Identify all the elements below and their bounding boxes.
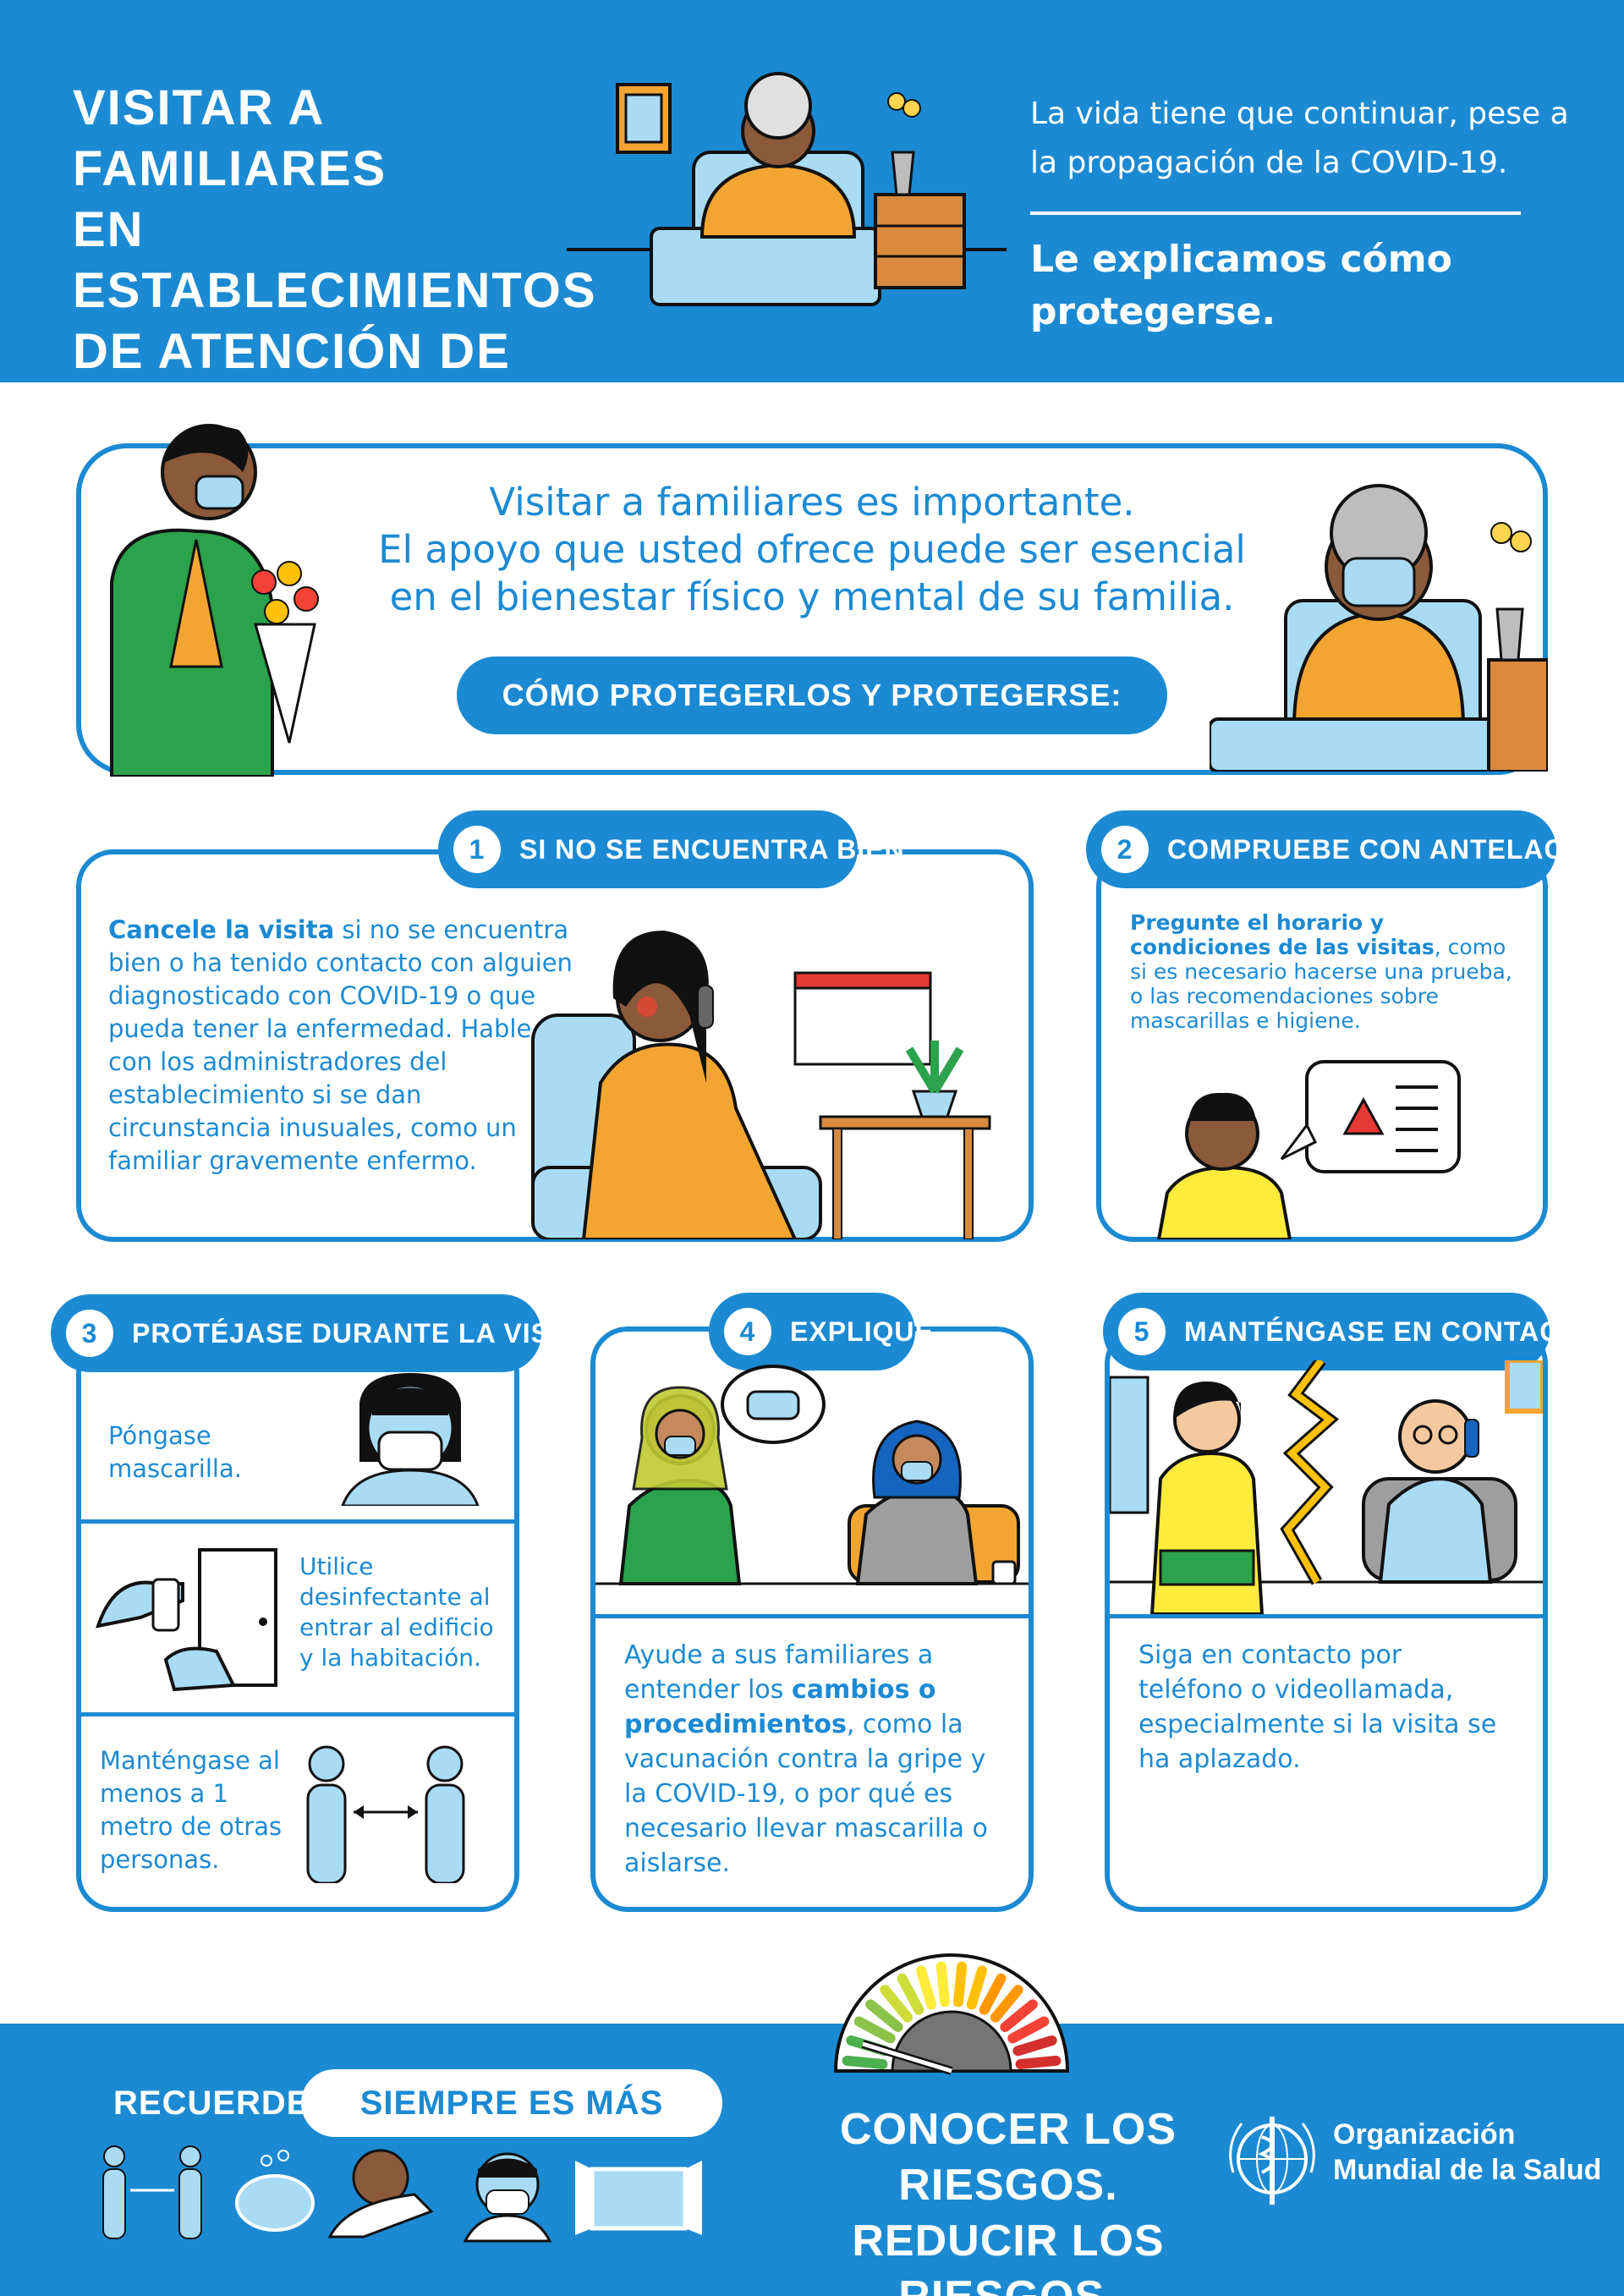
step-4-text: Ayude a sus familiares a entender los ca… <box>624 1638 1013 1881</box>
gauge-tick <box>880 1985 913 2023</box>
gauge-tick <box>1012 2035 1057 2057</box>
step-1-bold: Cancele la visita <box>108 915 335 944</box>
who-name: Organización Mundial de la Salud <box>1333 2117 1601 2188</box>
step-1-text: Cancele la visita si no se encuentra bie… <box>108 914 573 1178</box>
gauge-tick <box>953 1961 968 2008</box>
explaining-to-family-illustration <box>595 1365 1029 1585</box>
elderly-in-bed-illustration <box>567 72 1007 306</box>
step-3-divider <box>76 1519 519 1524</box>
step-4-header-pill: 4 EXPLIQUE <box>709 1293 933 1370</box>
slogan-line: REDUCIR LOS RIESGOS. <box>852 2216 1165 2296</box>
handwash-icon <box>235 2150 315 2232</box>
gauge-tick <box>1007 2016 1050 2044</box>
title-line: VISITAR A FAMILIARES <box>73 80 387 196</box>
gauge-tick <box>990 1985 1023 2023</box>
gauge-tick <box>935 1961 950 2008</box>
gauge-tick <box>897 1973 924 2015</box>
step-title: PROTÉJASE DURANTE LA VISITA <box>132 1318 595 1348</box>
step-number: 3 <box>66 1310 113 1357</box>
always-safer-pill: SIEMPRE ES MÁS SEGURO <box>301 2069 722 2189</box>
intro-line: El apoyo que usted ofrece puede ser esen… <box>378 527 1246 572</box>
step-2-bold: Pregunte el horario y condiciones de las… <box>1130 910 1435 959</box>
gauge-tick <box>1015 2055 1062 2069</box>
who-name-line: Organización <box>1333 2118 1516 2150</box>
cough-elbow-icon <box>327 2149 434 2238</box>
step-4-divider <box>590 1614 1034 1618</box>
intro-line: en el bienestar físico y mental de su fa… <box>389 574 1235 619</box>
step-number: 2 <box>1101 826 1149 873</box>
step-5-text: Siga en contacto por teléfono o videolla… <box>1138 1640 1497 1774</box>
mask-icon <box>463 2152 552 2243</box>
step-number: 4 <box>724 1308 771 1355</box>
step-4-body: , como la vacunación contra la gripe y l… <box>624 1710 988 1878</box>
step-number: 1 <box>453 826 501 873</box>
step-5-divider <box>1105 1614 1548 1618</box>
phone-call-checklist-illustration <box>1156 1060 1461 1239</box>
mask-text: Póngase mascarilla. <box>108 1421 242 1483</box>
gauge-tick <box>853 2016 896 2044</box>
who-name-line: Mundial de la Salud <box>1333 2154 1602 2186</box>
safety-icons-row <box>102 2145 702 2243</box>
protect-heading-pill: CÓMO PROTEGERLOS Y PROTEGERSE: <box>457 656 1167 734</box>
slogan-line: CONOCER LOS RIESGOS. <box>839 2105 1177 2210</box>
step-title: EXPLIQUE <box>790 1316 934 1347</box>
gauge-tick <box>966 1965 987 2010</box>
phone-call-family-illustration <box>1110 1360 1543 1614</box>
step-4-pre: Ayude a sus familiares a entender los <box>624 1640 934 1705</box>
remember-label: RECUERDE: <box>113 2085 322 2122</box>
title-line: LARGA ESTANCIA <box>73 385 530 440</box>
gauge-tick <box>916 1965 937 2010</box>
step-2-body: , como si es necesario hacerse una prueb… <box>1130 935 1512 1033</box>
open-window-icon <box>575 2161 702 2235</box>
title-line: DE ATENCIÓN DE <box>73 324 511 379</box>
gauge-tick <box>865 1999 903 2032</box>
step-2-header-pill: 2 COMPRUEBE CON ANTELACIÓN <box>1086 810 1614 888</box>
gauge-tick <box>1000 1999 1038 2032</box>
distance-icon <box>102 2145 202 2239</box>
who-logo-icon <box>1229 2117 1315 2205</box>
intro-text: Visitar a familiares es importante. El a… <box>338 479 1286 621</box>
risk-gauge-icon <box>833 1953 1070 2075</box>
physical-distance-icon <box>306 1745 465 1883</box>
step-1-header-pill: 1 SI NO SE ENCUENTRA BIEN <box>438 810 904 888</box>
title-line: EN ESTABLECIMIENTOS <box>73 202 597 318</box>
intro-line: Visitar a familiares es importante. <box>489 480 1135 525</box>
gauge-tick <box>842 2055 888 2069</box>
step-title: MANTÉNGASE EN CONTACTO <box>1184 1316 1599 1347</box>
slogan: CONOCER LOS RIESGOS. REDUCIR LOS RIESGOS… <box>754 2101 1262 2296</box>
distance-text: Manténgase al menos a 1 metro de otras p… <box>100 1746 283 1874</box>
sanitizer-text: Utilice desinfectante al entrar al edifi… <box>299 1552 494 1672</box>
page-title: VISITAR A FAMILIARES EN ESTABLECIMIENTOS… <box>73 78 597 443</box>
header-divider <box>1030 211 1521 215</box>
step-4-bold: cambios o procedimientos <box>624 1675 936 1739</box>
header-subtitle: La vida tiene que continuar, pese a la p… <box>1030 96 1569 180</box>
step-title: SI NO SE ENCUENTRA BIEN <box>519 834 905 865</box>
step-3-header-pill: 3 PROTÉJASE DURANTE LA VISITA <box>51 1294 593 1372</box>
masked-person-icon <box>341 1373 480 1506</box>
step-5-header-pill: 5 MANTÉNGASE EN CONTACTO <box>1103 1293 1598 1370</box>
step-3-divider <box>76 1712 519 1717</box>
header-tagline: Le explicamos cómo protegerse. <box>1030 238 1452 333</box>
visitor-with-flowers-illustration <box>110 424 319 777</box>
step-number: 5 <box>1118 1308 1166 1355</box>
hand-sanitizer-icon <box>96 1548 277 1692</box>
step-title: COMPRUEBE CON ANTELACIÓN <box>1167 834 1616 865</box>
step-1-body: si no se encuentra bien o ha tenido cont… <box>108 915 573 1175</box>
gauge-tick <box>979 1973 1007 2015</box>
sick-woman-on-phone-illustration <box>531 931 991 1239</box>
step-2-text: Pregunte el horario y condiciones de las… <box>1130 910 1528 1033</box>
masked-elderly-in-bed-illustration <box>1210 484 1548 772</box>
